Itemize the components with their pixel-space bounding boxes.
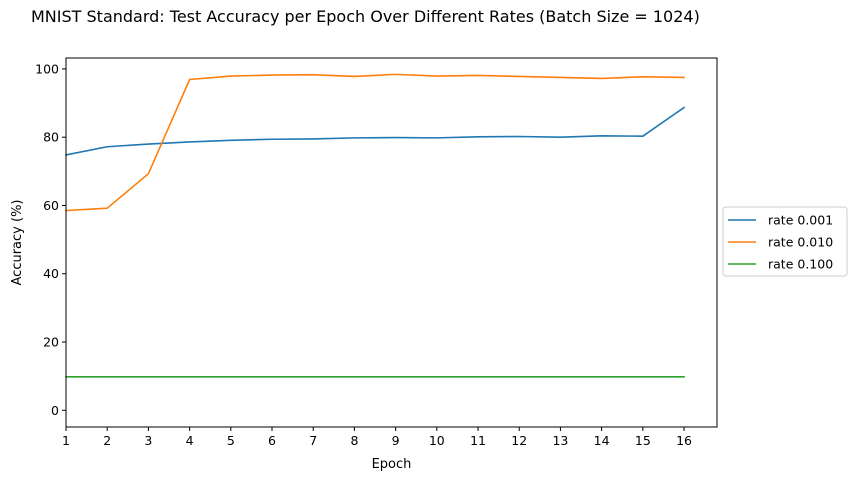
series-line-1 — [65, 106, 686, 156]
x-tick-label: 13 — [552, 433, 568, 448]
y-tick-label: 60 — [43, 198, 59, 213]
legend-box — [722, 206, 848, 277]
x-axis-label: Epoch — [372, 457, 412, 472]
x-tick-label: 3 — [144, 433, 152, 448]
y-tick-label: 80 — [43, 130, 59, 145]
x-axis: 1 2 3 4 5 6 7 8 9 10 11 12 13 14 15 16 — [62, 427, 692, 448]
x-tick-label: 2 — [103, 433, 111, 448]
x-tick-label: 11 — [470, 433, 486, 448]
y-axis-label: Accuracy (%) — [10, 200, 25, 286]
y-axis: 0 20 40 60 80 100 — [35, 61, 66, 418]
y-tick-label: 100 — [35, 61, 59, 76]
x-tick-label: 15 — [635, 433, 651, 448]
x-tick-label: 1 — [62, 433, 70, 448]
x-tick-label: 7 — [309, 433, 317, 448]
legend: rate 0.001 rate 0.010 rate 0.100 — [722, 206, 848, 277]
x-tick-label: 10 — [429, 433, 445, 448]
legend-label: rate 0.010 — [768, 235, 833, 250]
x-tick-label: 4 — [186, 433, 194, 448]
x-tick-label: 12 — [511, 433, 527, 448]
y-tick-label: 40 — [43, 266, 59, 281]
legend-label: rate 0.001 — [768, 213, 833, 228]
plot-area-frame — [65, 57, 718, 428]
chart-title: MNIST Standard: Test Accuracy per Epoch … — [31, 7, 700, 26]
x-tick-label: 16 — [676, 433, 692, 448]
x-tick-label: 5 — [227, 433, 235, 448]
x-tick-label: 9 — [392, 433, 400, 448]
x-tick-label: 8 — [350, 433, 358, 448]
series-layer — [65, 73, 686, 378]
x-tick-label: 6 — [268, 433, 276, 448]
y-tick-label: 0 — [51, 403, 59, 418]
legend-label: rate 0.100 — [768, 257, 833, 272]
x-tick-label: 14 — [594, 433, 610, 448]
y-tick-label: 20 — [43, 335, 59, 350]
series-line-2 — [65, 73, 685, 212]
